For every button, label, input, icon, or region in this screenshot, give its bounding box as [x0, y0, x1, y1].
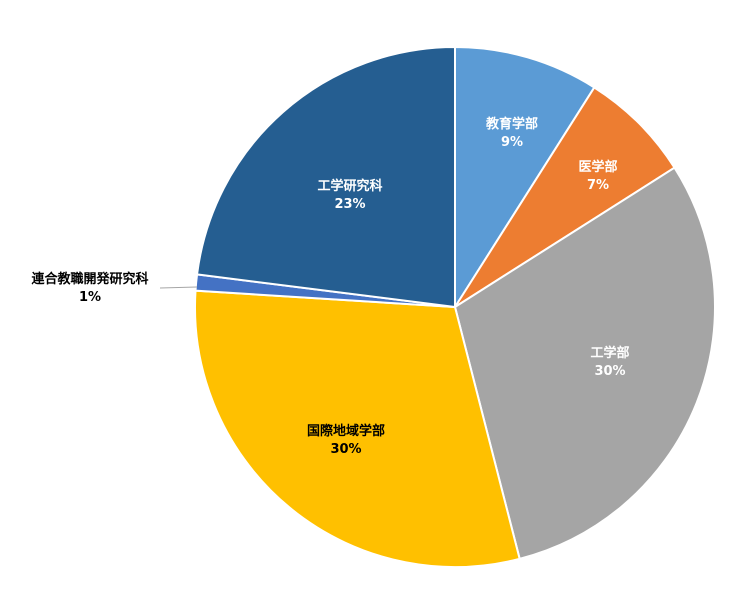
slice-category-label: 国際地域学部: [307, 423, 385, 439]
slice-label-group: 工学研究科 23%: [317, 178, 382, 212]
slice-category-label: 連合教職開発研究科: [31, 271, 148, 287]
slice-percent-label: 30%: [330, 442, 361, 457]
slice-percent-label: 9%: [501, 135, 523, 150]
slice-label-group: 連合教職開発研究科 1%: [31, 271, 148, 305]
leader-lines-layer: [159, 286, 198, 289]
slice-percent-label: 7%: [587, 178, 609, 193]
pie-slice: [195, 45, 456, 309]
slices-layer: [194, 45, 716, 568]
slice-category-label: 教育学部: [485, 116, 538, 132]
labels-layer: 教育学部 9% 医学部 7% 工学部 30% 国際地域学部 30% 連合教職開発研究科 1% 工学研…: [31, 116, 629, 457]
pie-slice: [194, 289, 521, 568]
slice-percent-label: 30%: [594, 364, 625, 379]
slice-label-group: 教育学部 9%: [485, 116, 538, 150]
slice-category-label: 医学部: [578, 159, 617, 175]
slice-percent-label: 23%: [334, 197, 365, 212]
pie-slice: [453, 166, 716, 561]
pie-slice: [454, 86, 676, 308]
slice-label-group: 国際地域学部 30%: [307, 423, 385, 457]
slice-percent-label: 1%: [79, 290, 101, 305]
slice-category-label: 工学研究科: [317, 178, 382, 194]
slice-label-group: 医学部 7%: [578, 159, 617, 193]
leader-line: [159, 286, 198, 289]
slice-label-group: 工学部 30%: [590, 345, 629, 379]
pie-slice: [454, 45, 596, 311]
slice-category-label: 工学部: [590, 345, 629, 361]
